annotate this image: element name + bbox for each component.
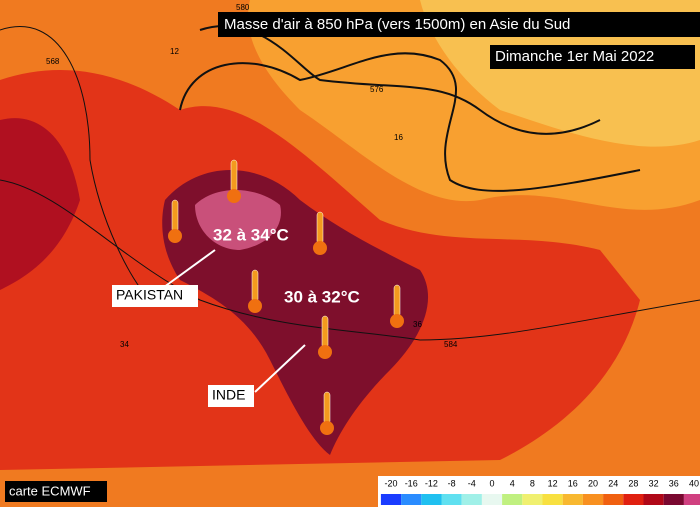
thermometer bbox=[321, 315, 329, 349]
legend-swatch bbox=[623, 494, 644, 505]
legend-tick: 16 bbox=[568, 478, 578, 488]
contour-label: 580 bbox=[236, 3, 250, 12]
contour-label: 34 bbox=[120, 340, 129, 349]
thermometer bbox=[316, 211, 324, 245]
contour-label: 576 bbox=[370, 85, 384, 94]
legend-swatch bbox=[461, 494, 482, 505]
thermometer-bulb bbox=[313, 241, 327, 255]
legend-swatch bbox=[663, 494, 684, 505]
legend-swatch bbox=[582, 494, 604, 505]
zone-label: 30 à 32°C bbox=[284, 287, 360, 306]
legend-swatch bbox=[542, 494, 563, 505]
legend-swatch bbox=[380, 494, 402, 505]
zone-extreme bbox=[195, 190, 281, 250]
legend-tick: 24 bbox=[608, 478, 618, 488]
legend-tick: 32 bbox=[649, 478, 659, 488]
contour bbox=[199, 24, 601, 135]
legend-swatch bbox=[522, 494, 543, 505]
legend-tick: 12 bbox=[548, 478, 558, 488]
legend-tick: 0 bbox=[489, 478, 494, 488]
thermometer bbox=[230, 159, 238, 193]
contour-label: 568 bbox=[46, 57, 60, 66]
date-box bbox=[490, 45, 695, 69]
legend-swatch bbox=[481, 494, 503, 505]
legend-swatch bbox=[683, 494, 700, 505]
legend-swatch bbox=[643, 494, 664, 505]
legend-tick: -4 bbox=[468, 478, 476, 488]
pointer bbox=[159, 249, 216, 291]
source: carte ECMWF bbox=[9, 483, 91, 498]
thermometer bbox=[171, 199, 179, 233]
title: Masse d'air à 850 hPa (vers 1500m) en As… bbox=[224, 16, 570, 33]
contour-label: 584 bbox=[444, 340, 458, 349]
thermometer bbox=[251, 269, 259, 303]
legend-swatch bbox=[562, 494, 583, 505]
legend-swatch bbox=[401, 494, 422, 505]
label-box bbox=[208, 385, 254, 407]
legend-tick: 8 bbox=[530, 478, 535, 488]
thermometer-bulb bbox=[390, 314, 404, 328]
contour bbox=[0, 26, 151, 301]
legend: -20 -16 -12 -8 -4 0 4 8 12 16 20 24 28 32 36 40 bbox=[380, 478, 700, 505]
thermometer-bulb bbox=[227, 189, 241, 203]
legend-swatch bbox=[603, 494, 624, 505]
contour-label: 36 bbox=[413, 320, 422, 329]
thermometer-bulb bbox=[320, 421, 334, 435]
legend-tick: 40 bbox=[689, 478, 699, 488]
thermometer bbox=[323, 391, 331, 425]
legend-tick: -20 bbox=[384, 478, 397, 488]
thermometers bbox=[168, 159, 404, 435]
pointer bbox=[254, 344, 306, 393]
thermometer bbox=[393, 284, 401, 318]
zone-very-hot-west bbox=[0, 118, 80, 290]
date: Dimanche 1er Mai 2022 bbox=[495, 48, 654, 65]
contour-label: 16 bbox=[394, 133, 403, 142]
thermometer-bulb bbox=[168, 229, 182, 243]
zone-label: 32 à 34°C bbox=[213, 225, 289, 244]
contour-label: 12 bbox=[170, 47, 179, 56]
legend-tick: 36 bbox=[669, 478, 679, 488]
legend-tick: 20 bbox=[588, 478, 598, 488]
contour bbox=[179, 52, 641, 192]
label-box bbox=[112, 285, 198, 307]
legend-tick: -16 bbox=[405, 478, 418, 488]
legend-swatch bbox=[441, 494, 462, 505]
legend-swatch bbox=[421, 494, 442, 505]
thermometer-bulb bbox=[318, 345, 332, 359]
legend-tick: -12 bbox=[425, 478, 438, 488]
source-box bbox=[5, 481, 107, 502]
title-box bbox=[218, 12, 700, 37]
thermometer-bulb bbox=[248, 299, 262, 313]
legend-swatch bbox=[502, 494, 523, 505]
country-label: INDE bbox=[212, 387, 245, 403]
legend-tick: -8 bbox=[448, 478, 456, 488]
legend-tick: 28 bbox=[628, 478, 638, 488]
country-label: PAKISTAN bbox=[116, 287, 183, 303]
legend-tick: 4 bbox=[510, 478, 515, 488]
